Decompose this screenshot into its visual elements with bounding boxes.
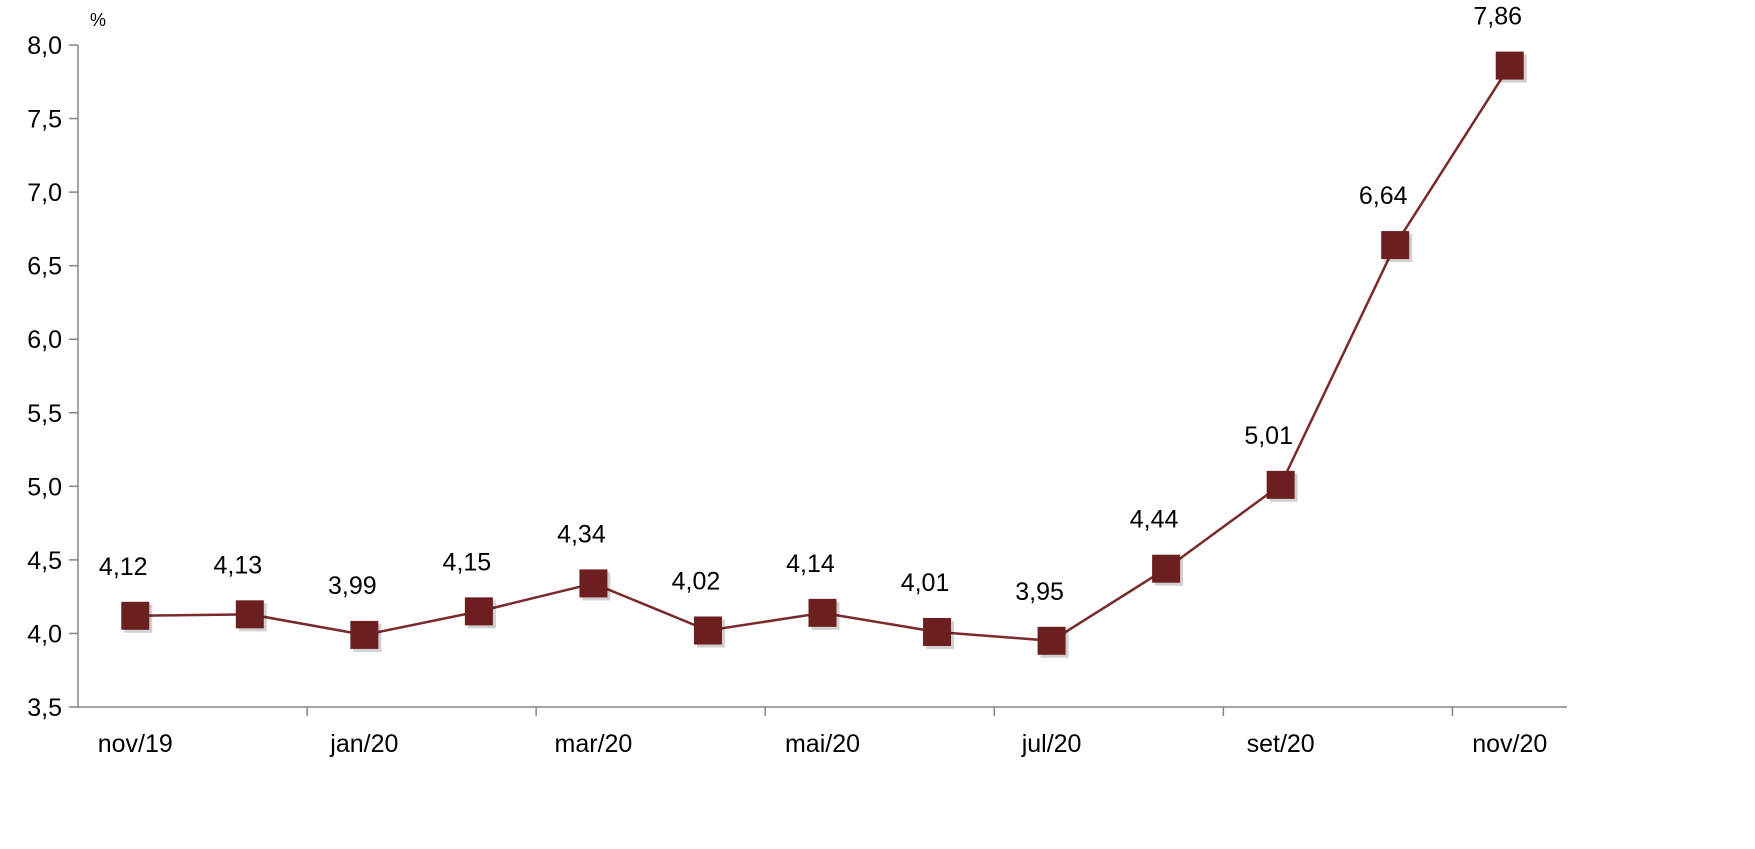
- data-label: 4,15: [443, 548, 492, 576]
- y-tick-label: 4,5: [27, 547, 62, 575]
- y-tick-label: 5,5: [27, 400, 62, 428]
- data-point: [1381, 231, 1410, 260]
- data-point: [1037, 626, 1066, 655]
- y-tick-label: 4,0: [27, 620, 62, 648]
- y-tick-label: 7,5: [27, 106, 62, 134]
- data-labels: 4,12 4,13 3,99 4,15 4,34 4,02 4,14 4,01 3,95 4,44…: [99, 3, 1522, 606]
- data-label: 4,13: [213, 551, 262, 579]
- data-point: [235, 600, 264, 629]
- data-label: 6,64: [1359, 182, 1408, 210]
- data-point: [579, 569, 608, 598]
- x-tick-label: jan/20: [329, 730, 398, 758]
- data-label: 7,86: [1473, 3, 1522, 31]
- data-point: [808, 598, 837, 627]
- data-point: [1495, 51, 1524, 80]
- y-tick-label: 3,5: [27, 694, 62, 722]
- data-point: [1152, 554, 1181, 583]
- x-tick-label: mar/20: [555, 730, 633, 758]
- axes: 3,5 4,0 4,5 5,0 5,5 6,0 6,5 7,0 7,5 8,0 nov/19 jan/…: [27, 32, 1567, 758]
- data-label: 4,34: [557, 520, 606, 548]
- y-unit-label: %: [90, 10, 106, 30]
- data-label: 4,44: [1130, 506, 1179, 534]
- data-label: 3,99: [328, 572, 377, 600]
- x-tick-label: mai/20: [785, 730, 860, 758]
- x-tick-label: set/20: [1247, 730, 1315, 758]
- data-point: [464, 597, 493, 626]
- data-point: [121, 601, 150, 630]
- data-point: [350, 620, 379, 649]
- x-tick-label: nov/19: [98, 730, 173, 758]
- y-tick-label: 7,0: [27, 179, 62, 207]
- data-label: 4,01: [901, 569, 950, 597]
- x-tick-label: jul/20: [1021, 730, 1082, 758]
- data-label: 4,14: [786, 550, 835, 578]
- y-tick-label: 6,0: [27, 326, 62, 354]
- x-tick-label: nov/20: [1472, 730, 1547, 758]
- data-point: [693, 616, 722, 645]
- y-tick-label: 6,5: [27, 253, 62, 281]
- data-point: [923, 617, 952, 646]
- data-label: 4,02: [672, 568, 721, 596]
- y-tick-label: 5,0: [27, 473, 62, 501]
- series: [121, 51, 1527, 658]
- data-label: 5,01: [1244, 422, 1293, 450]
- data-label: 3,95: [1015, 578, 1064, 606]
- data-label: 4,12: [99, 553, 148, 581]
- y-tick-label: 8,0: [27, 32, 62, 60]
- data-point: [1266, 470, 1295, 499]
